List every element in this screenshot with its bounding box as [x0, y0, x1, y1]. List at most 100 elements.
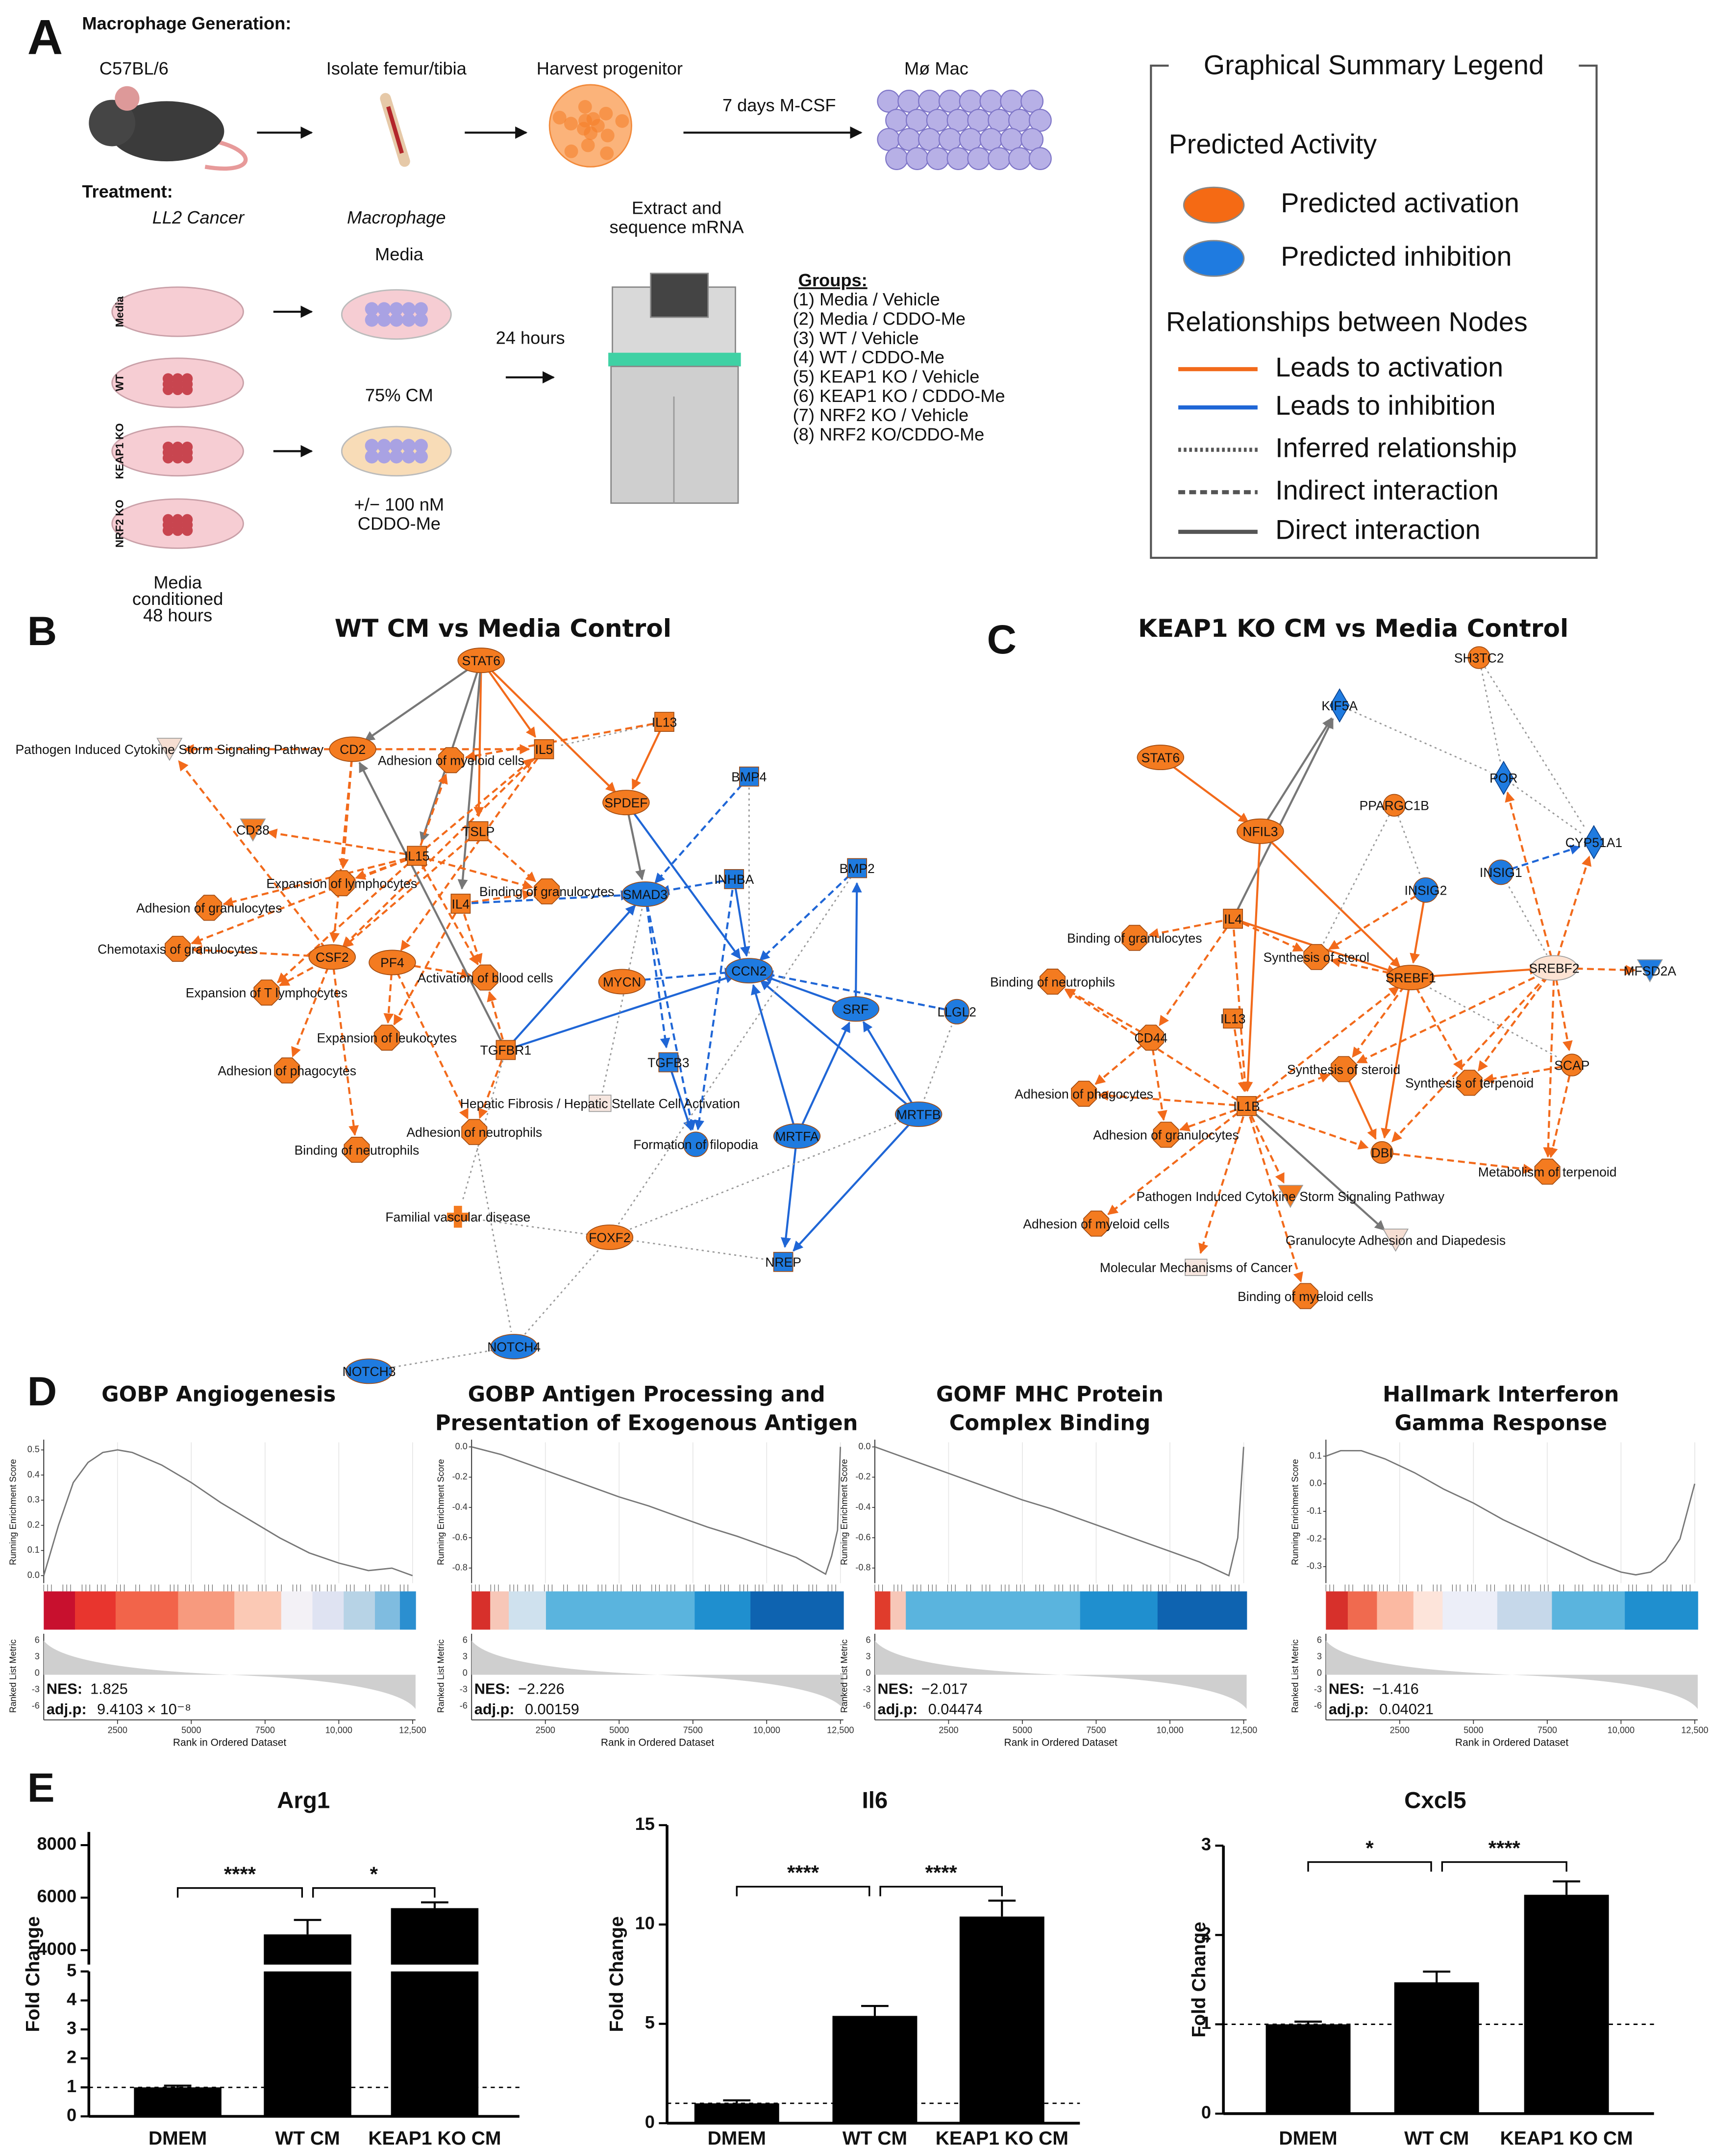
- node-label: Binding of neutrophils: [295, 1143, 420, 1157]
- node-label: KIF5A: [1321, 699, 1358, 713]
- metric-tick-label: 3: [866, 1651, 870, 1661]
- gene-node: [832, 996, 880, 1022]
- nes-value: −2.017: [921, 1680, 968, 1697]
- node-label: Molecular Mechanisms of Cancer: [1100, 1260, 1292, 1275]
- network-edge: [291, 956, 333, 1058]
- y-tick-label: 0.1: [1310, 1450, 1322, 1460]
- x-tick-label: DMEM: [149, 2128, 207, 2149]
- legend-item: Indirect interaction: [1275, 475, 1499, 505]
- node-label: Hepatic Fibrosis / Hepatic Stellate Cell…: [460, 1097, 740, 1111]
- node-label: Expansion of leukocytes: [317, 1031, 457, 1046]
- function-node: [1534, 1158, 1561, 1185]
- network-edge: [1098, 1090, 1247, 1107]
- progenitor-cell: [578, 100, 592, 114]
- macrophage-cell: [979, 89, 1003, 113]
- network-edge: [1245, 1105, 1285, 1184]
- y-tick-label: 0.0: [1310, 1478, 1322, 1488]
- progenitor-cell: [564, 117, 578, 131]
- heat-strip: [312, 1591, 345, 1630]
- nes-label: NES:: [47, 1680, 82, 1697]
- node-label: IL13: [1220, 1012, 1246, 1026]
- macrophage-cell: [946, 109, 970, 132]
- function-node: [328, 870, 355, 897]
- metric-tick-label: 6: [35, 1635, 40, 1645]
- network-edge: [460, 890, 631, 905]
- x-tick-label: 10,000: [753, 1725, 780, 1735]
- chart-title: Hallmark Interferon: [1383, 1382, 1619, 1407]
- function-node: [196, 895, 223, 921]
- node-label: Pathogen Induced Cytokine Storm Signalin…: [16, 742, 324, 757]
- node-label: INSIG1: [1480, 865, 1522, 880]
- x-tick-label: KEAP1 KO CM: [368, 2128, 501, 2149]
- nes-label: NES:: [474, 1680, 510, 1697]
- macrophage-cell: [1008, 109, 1032, 132]
- bar: [832, 2016, 918, 2124]
- chart-title: GOBP Angiogenesis: [101, 1382, 336, 1407]
- gene-node: [1561, 1053, 1584, 1076]
- gene-node: [490, 1334, 538, 1360]
- node-label: Adhesion of phagocytes: [1015, 1087, 1153, 1101]
- node-label: CSF2: [316, 950, 349, 965]
- function-node: [1331, 1056, 1357, 1082]
- dish-label: NRF2 KO: [113, 500, 125, 548]
- network-edge: [667, 1062, 693, 1131]
- significance-label: ****: [224, 1863, 256, 1886]
- macrophage-cell: [1000, 128, 1023, 151]
- network-edge: [400, 749, 545, 951]
- progenitor-cell: [564, 144, 578, 158]
- macrophage-cell: [885, 147, 908, 170]
- y-tick-label: 0.2: [27, 1520, 40, 1529]
- network-edge: [1478, 657, 1587, 830]
- metric-tick-label: -6: [863, 1700, 870, 1710]
- x-axis-label: Rank in Ordered Dataset: [1455, 1737, 1568, 1749]
- y-tick-label: -0.1: [1307, 1506, 1322, 1516]
- network-edge: [694, 879, 735, 1131]
- heat-strip: [44, 1591, 75, 1630]
- step-label: Harvest progenitor: [537, 58, 683, 78]
- x-tick-label: DMEM: [1279, 2128, 1337, 2149]
- bar: [134, 2087, 222, 2117]
- y-tick-label: 0.0: [455, 1441, 468, 1451]
- node-label: Metabolism of terpenoid: [1478, 1165, 1617, 1179]
- progenitor-cell: [599, 106, 613, 121]
- gene-node: [308, 944, 356, 970]
- node-label: INSIG2: [1404, 883, 1447, 898]
- ranked-metric: [874, 1640, 1247, 1709]
- function-node: [1153, 1122, 1179, 1148]
- group-item: (2) Media / CDDO-Me: [793, 309, 966, 329]
- ranked-metric: [1326, 1640, 1698, 1709]
- metric-tick-label: 0: [1317, 1668, 1322, 1678]
- node-label: SCAP: [1554, 1058, 1589, 1073]
- heat-strip: [1442, 1591, 1498, 1630]
- network-edge: [644, 894, 670, 1049]
- heat-strip: [874, 1591, 891, 1630]
- node-label: SRF: [843, 1002, 868, 1017]
- chart-title: Complex Binding: [949, 1411, 1150, 1436]
- network-edge: [1393, 805, 1421, 876]
- metric-tick-label: 0: [35, 1668, 40, 1678]
- heat-strip: [471, 1591, 491, 1630]
- function-node: [1456, 1070, 1483, 1096]
- network-edge: [223, 854, 418, 907]
- error-bar: [421, 1901, 448, 1908]
- node-label: Adhesion of phagocytes: [218, 1064, 356, 1078]
- network-edge: [277, 855, 418, 983]
- x-tick-label: WT CM: [843, 2128, 907, 2149]
- node-label: Familial vascular disease: [385, 1210, 530, 1225]
- tumor-cell: [172, 452, 183, 464]
- macrophage-cell: [946, 147, 970, 170]
- heat-strip: [399, 1591, 416, 1630]
- legend-item: Direct interaction: [1275, 515, 1480, 545]
- network-edge: [478, 1050, 507, 1119]
- y-axis-label: Ranked List Metric: [436, 1639, 446, 1713]
- x-tick-label: 7500: [1086, 1725, 1106, 1735]
- heat-strip: [546, 1591, 695, 1630]
- bar-segment: [832, 2016, 918, 2124]
- network-edge: [1410, 976, 1560, 1059]
- macrophage-cell: [377, 439, 391, 453]
- network-edge: [416, 758, 534, 857]
- x-tick-label: WT CM: [275, 2128, 340, 2149]
- network-edge: [1410, 977, 1463, 1071]
- gene-node: [1584, 825, 1604, 860]
- network-edge: [278, 956, 333, 987]
